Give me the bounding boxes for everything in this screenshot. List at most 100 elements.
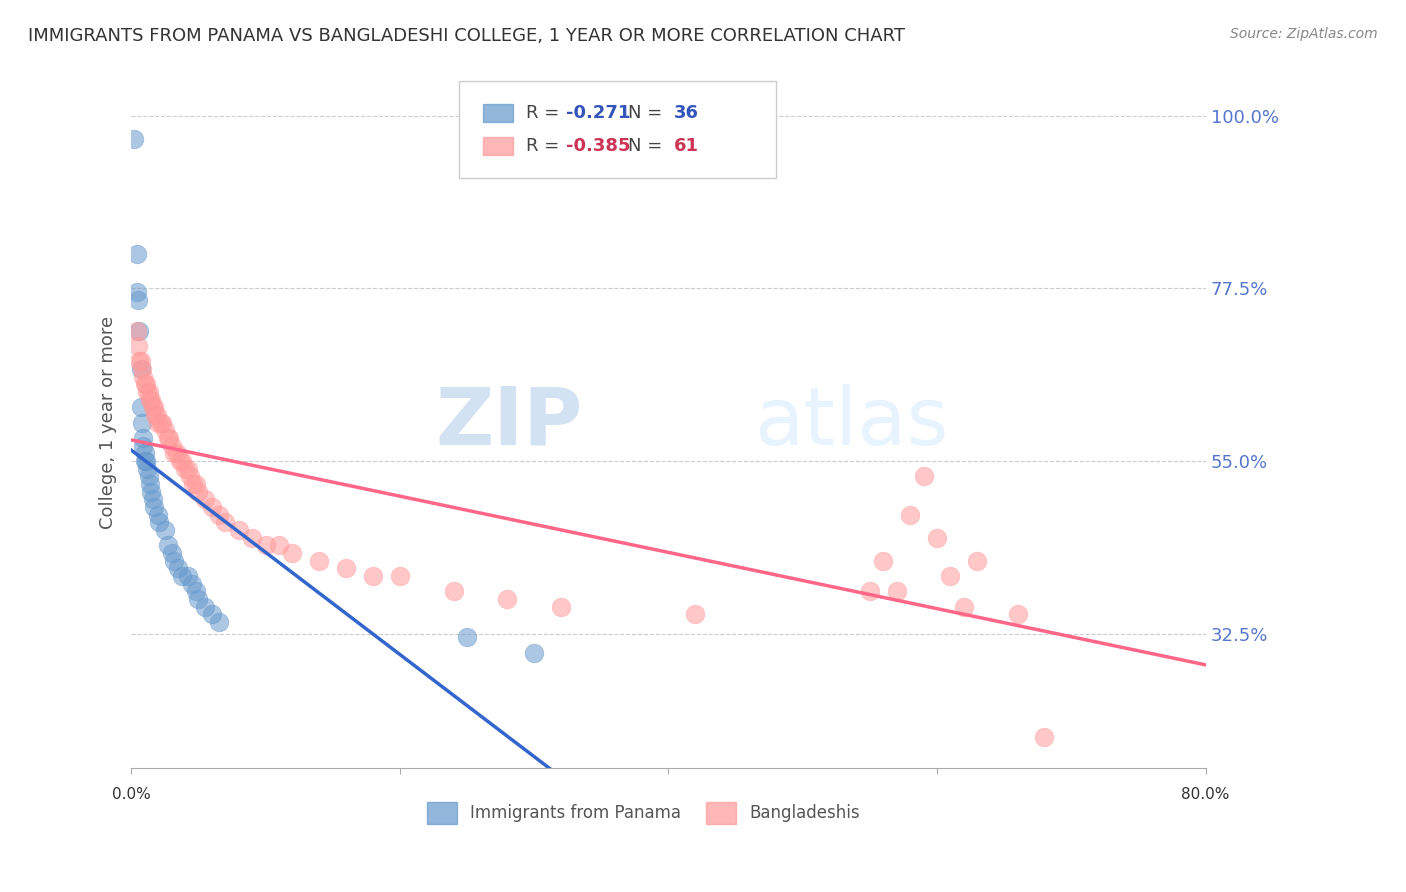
Point (496, 592, 519, 607)
Point (361, 569, 384, 583)
Point (172, 454, 194, 468)
Text: ZIP: ZIP (436, 384, 582, 462)
Point (138, 384, 160, 399)
Point (143, 500, 166, 514)
Point (131, 362, 153, 376)
Point (134, 446, 156, 460)
Point (135, 454, 157, 468)
Point (149, 416, 172, 430)
Point (939, 569, 962, 583)
Point (176, 569, 198, 583)
Point (953, 599, 976, 614)
Point (138, 469, 160, 483)
Point (443, 584, 465, 599)
FancyBboxPatch shape (706, 802, 737, 824)
Point (129, 401, 152, 415)
Text: 0.0%: 0.0% (112, 787, 150, 802)
Point (176, 461, 198, 475)
Point (136, 461, 159, 475)
Point (240, 531, 263, 545)
Point (872, 554, 894, 568)
Point (141, 484, 163, 499)
Y-axis label: College, 1 year or more: College, 1 year or more (100, 316, 117, 529)
Text: 36: 36 (673, 103, 699, 121)
Point (125, 324, 148, 338)
Point (912, 469, 935, 483)
Text: -0.271: -0.271 (567, 103, 631, 121)
Point (179, 469, 201, 483)
Point (184, 584, 207, 599)
Point (163, 554, 186, 568)
Point (163, 446, 186, 460)
Text: -0.385: -0.385 (567, 136, 631, 155)
Point (135, 377, 157, 392)
Point (157, 431, 180, 445)
Point (160, 439, 183, 453)
Point (156, 538, 179, 552)
Point (214, 516, 236, 530)
Point (129, 362, 152, 376)
Text: 61: 61 (673, 136, 699, 155)
Point (228, 523, 250, 537)
Point (254, 538, 277, 552)
Point (966, 554, 988, 568)
Point (128, 354, 150, 368)
FancyBboxPatch shape (458, 81, 776, 178)
Point (267, 538, 290, 552)
Point (132, 431, 155, 445)
Point (335, 561, 357, 575)
Point (201, 500, 224, 514)
Point (174, 461, 197, 475)
Text: 80.0%: 80.0% (1181, 787, 1230, 802)
Text: Bangladeshis: Bangladeshis (749, 804, 859, 822)
Point (125, 285, 148, 300)
Point (281, 546, 304, 560)
Point (134, 454, 156, 468)
Text: N =: N = (627, 136, 668, 155)
Text: IMMIGRANTS FROM PANAMA VS BANGLADESHI COLLEGE, 1 YEAR OR MORE CORRELATION CHART: IMMIGRANTS FROM PANAMA VS BANGLADESHI CO… (28, 27, 905, 45)
Point (886, 584, 908, 599)
Text: Immigrants from Panama: Immigrants from Panama (470, 804, 681, 822)
Point (1007, 607, 1029, 622)
Point (167, 561, 190, 575)
Point (125, 247, 148, 261)
Point (148, 516, 170, 530)
Point (127, 339, 149, 353)
Point (131, 416, 153, 430)
Point (187, 484, 209, 499)
Point (166, 446, 188, 460)
Point (128, 324, 150, 338)
Point (134, 377, 156, 392)
Point (153, 523, 176, 537)
Point (153, 423, 176, 437)
Point (925, 531, 948, 545)
Text: R =: R = (526, 136, 565, 155)
Point (136, 384, 159, 399)
Text: Source: ZipAtlas.com: Source: ZipAtlas.com (1230, 27, 1378, 41)
Text: atlas: atlas (755, 384, 949, 462)
Point (187, 592, 209, 607)
Point (184, 477, 207, 491)
Point (172, 569, 194, 583)
Point (145, 408, 167, 422)
Point (180, 576, 202, 591)
Point (207, 508, 229, 522)
Point (194, 492, 217, 507)
FancyBboxPatch shape (426, 802, 457, 824)
Point (127, 293, 149, 307)
Point (550, 599, 572, 614)
Point (685, 607, 707, 622)
Point (146, 416, 169, 430)
Point (139, 392, 162, 407)
Point (141, 392, 163, 407)
Point (194, 599, 217, 614)
Point (145, 408, 167, 422)
Point (1033, 730, 1056, 744)
Point (132, 369, 155, 384)
FancyBboxPatch shape (482, 136, 513, 155)
Point (146, 508, 169, 522)
Point (142, 492, 165, 507)
Point (201, 607, 224, 622)
Point (523, 646, 546, 660)
Point (160, 546, 183, 560)
